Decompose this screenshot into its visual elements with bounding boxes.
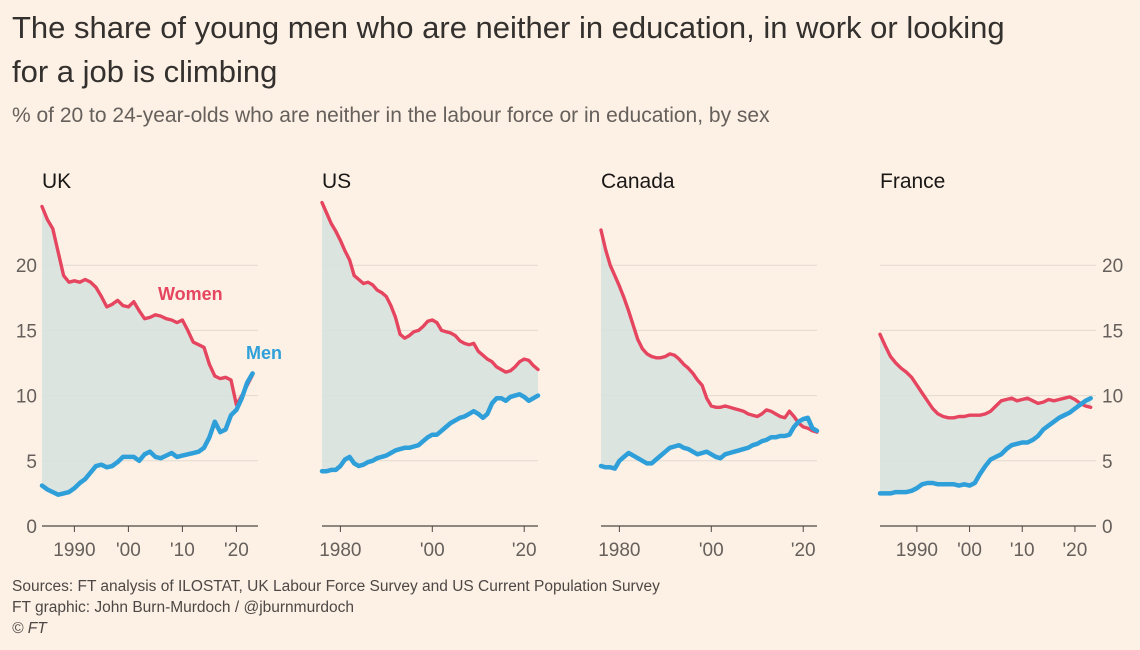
annotation-men: Men: [246, 343, 282, 363]
gap-area-us: [322, 202, 538, 472]
chart-title: The share of young men who are neither i…: [12, 10, 1005, 89]
panel-title-uk: UK: [42, 170, 71, 193]
small-multiples-chart: 1990 '00 '10 '20 UK 1980 '00 '20 US 1980 '00 '20 Can…: [16, 170, 1123, 561]
x-tick-label-uk-2020: '20: [224, 540, 249, 561]
y-tick-label-right-20: 20: [1102, 256, 1123, 277]
x-tick-label-canada-1980: 1980: [598, 540, 640, 561]
x-tick-label-france-2020: '20: [1063, 540, 1088, 561]
chart-subtitle: % of 20 to 24-year-olds who are neither …: [12, 104, 770, 127]
panel-title-canada: Canada: [601, 170, 675, 193]
x-tick-label-france-1990: 1990: [896, 540, 938, 561]
x-tick-label-uk-2010: '10: [170, 540, 195, 561]
line-men-uk: [39, 371, 255, 497]
line-men-france: [877, 395, 1093, 496]
y-tick-label-left-5: 5: [26, 452, 37, 473]
x-tick-label-france-2000: '00: [957, 540, 982, 561]
x-tick-label-us-1980: 1980: [319, 540, 361, 561]
y-tick-label-right-10: 10: [1102, 387, 1123, 408]
y-tick-label-left-10: 10: [16, 387, 37, 408]
x-tick-label-uk-1990: 1990: [53, 540, 95, 561]
annotation-women: Women: [158, 284, 223, 304]
footer: Sources: FT analysis of ILOSTAT, UK Labo…: [12, 576, 660, 639]
line-men-canada: [598, 415, 820, 471]
y-tick-label-right-5: 5: [1102, 452, 1113, 473]
x-tick-label-canada-2020: '20: [791, 540, 816, 561]
y-tick-label-right-15: 15: [1102, 321, 1123, 342]
x-tick-label-canada-2000: '00: [699, 540, 724, 561]
x-tick-label-us-2000: '00: [420, 540, 445, 561]
x-tick-label-france-2010: '10: [1010, 540, 1035, 561]
panel-title-france: France: [880, 170, 945, 193]
line-women-canada: [599, 228, 819, 434]
line-women-uk: [40, 204, 255, 407]
y-tick-label-left-20: 20: [16, 256, 37, 277]
gap-area-france: [880, 334, 1091, 494]
y-tick-label-left-0: 0: [26, 517, 37, 538]
panel-title-us: US: [322, 170, 351, 193]
gap-area-uk: [42, 206, 253, 495]
graphic-credit: FT graphic: John Burn-Murdoch / @jburnmu…: [12, 599, 354, 616]
y-tick-label-left-15: 15: [16, 321, 37, 342]
gap-area-canada: [601, 230, 817, 469]
line-women-france: [878, 332, 1093, 420]
x-tick-label-uk-2000: '00: [116, 540, 141, 561]
line-women-us: [320, 200, 540, 374]
x-tick-label-us-2020: '20: [512, 540, 537, 561]
sources-note: Sources: FT analysis of ILOSTAT, UK Labo…: [12, 578, 660, 595]
line-men-us: [319, 392, 541, 474]
y-tick-label-right-0: 0: [1102, 517, 1113, 538]
copyright: © FT: [12, 620, 47, 637]
